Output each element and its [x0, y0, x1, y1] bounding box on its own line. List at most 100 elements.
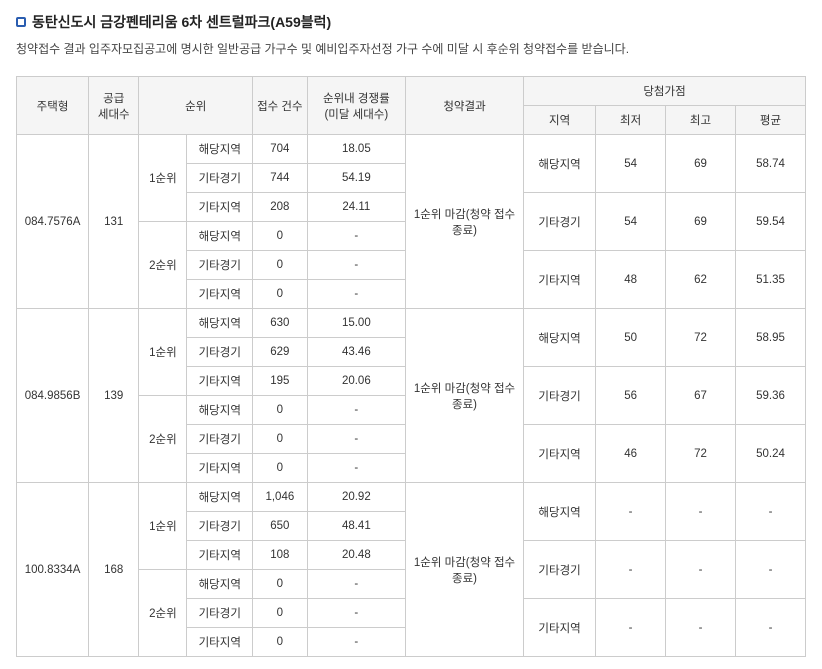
cell-score-region: 해당지역 — [524, 483, 596, 541]
cell-score-min: 48 — [596, 251, 666, 309]
cell-ratio: - — [307, 599, 405, 628]
cell-ratio: 48.41 — [307, 512, 405, 541]
cell-apps: 704 — [253, 135, 308, 164]
cell-ratio: - — [307, 396, 405, 425]
cell-region: 기타지역 — [187, 193, 253, 222]
table-body: 084.7576A1311순위해당지역70418.051순위 마감(청약 접수 … — [17, 135, 806, 657]
cell-score-min: 54 — [596, 135, 666, 193]
cell-supply: 139 — [89, 309, 139, 483]
cell-score-max: 62 — [666, 251, 736, 309]
cell-score-region: 기타경기 — [524, 193, 596, 251]
cell-region: 해당지역 — [187, 309, 253, 338]
cell-ratio: 54.19 — [307, 164, 405, 193]
cell-ratio: 20.06 — [307, 367, 405, 396]
page-subtitle: 청약접수 결과 입주자모집공고에 명시한 일반공급 가구수 및 예비입주자선정 … — [16, 40, 806, 58]
cell-region: 기타지역 — [187, 454, 253, 483]
cell-apps: 0 — [253, 628, 308, 657]
cell-apps: 744 — [253, 164, 308, 193]
cell-rank: 2순위 — [139, 570, 187, 657]
cell-type: 100.8334A — [17, 483, 89, 657]
cell-score-region: 기타경기 — [524, 541, 596, 599]
cell-region: 기타경기 — [187, 512, 253, 541]
cell-apps: 1,046 — [253, 483, 308, 512]
cell-apps: 108 — [253, 541, 308, 570]
cell-score-max: - — [666, 599, 736, 657]
th-min: 최저 — [596, 106, 666, 135]
cell-score-region: 해당지역 — [524, 135, 596, 193]
cell-rank: 1순위 — [139, 135, 187, 222]
cell-ratio: 15.00 — [307, 309, 405, 338]
cell-result: 1순위 마감(청약 접수 종료) — [406, 309, 524, 483]
cell-score-min: 46 — [596, 425, 666, 483]
cell-score-min: 50 — [596, 309, 666, 367]
cell-score-avg: 51.35 — [735, 251, 805, 309]
page-title: 동탄신도시 금강펜테리움 6차 센트럴파크(A59블럭) — [32, 12, 331, 32]
th-supply: 공급 세대수 — [89, 77, 139, 135]
cell-apps: 630 — [253, 309, 308, 338]
cell-region: 기타지역 — [187, 628, 253, 657]
cell-score-max: 67 — [666, 367, 736, 425]
cell-region: 기타경기 — [187, 599, 253, 628]
cell-apps: 629 — [253, 338, 308, 367]
th-avg: 평균 — [735, 106, 805, 135]
th-rank: 순위 — [139, 77, 253, 135]
cell-type: 084.9856B — [17, 309, 89, 483]
cell-score-min: 54 — [596, 193, 666, 251]
cell-supply: 131 — [89, 135, 139, 309]
cell-supply: 168 — [89, 483, 139, 657]
cell-score-avg: - — [735, 483, 805, 541]
cell-score-max: 72 — [666, 309, 736, 367]
cell-ratio: 18.05 — [307, 135, 405, 164]
cell-result: 1순위 마감(청약 접수 종료) — [406, 483, 524, 657]
cell-region: 기타경기 — [187, 251, 253, 280]
th-region: 지역 — [524, 106, 596, 135]
cell-ratio: 20.92 — [307, 483, 405, 512]
cell-score-min: - — [596, 599, 666, 657]
cell-apps: 0 — [253, 251, 308, 280]
cell-result: 1순위 마감(청약 접수 종료) — [406, 135, 524, 309]
cell-apps: 0 — [253, 222, 308, 251]
cell-score-region: 해당지역 — [524, 309, 596, 367]
cell-score-min: 56 — [596, 367, 666, 425]
table-row: 100.8334A1681순위해당지역1,04620.921순위 마감(청약 접… — [17, 483, 806, 512]
cell-score-avg: 50.24 — [735, 425, 805, 483]
cell-rank: 1순위 — [139, 483, 187, 570]
cell-apps: 0 — [253, 599, 308, 628]
cell-score-region: 기타지역 — [524, 425, 596, 483]
cell-ratio: - — [307, 222, 405, 251]
cell-ratio: - — [307, 570, 405, 599]
th-type: 주택형 — [17, 77, 89, 135]
th-result: 청약결과 — [406, 77, 524, 135]
results-table: 주택형 공급 세대수 순위 접수 건수 순위내 경쟁률 (미달 세대수) 청약결… — [16, 76, 806, 657]
cell-region: 해당지역 — [187, 222, 253, 251]
cell-type: 084.7576A — [17, 135, 89, 309]
cell-score-max: 72 — [666, 425, 736, 483]
cell-ratio: 24.11 — [307, 193, 405, 222]
cell-score-region: 기타지역 — [524, 599, 596, 657]
th-score: 당첨가점 — [524, 77, 806, 106]
cell-ratio: 43.46 — [307, 338, 405, 367]
table-row: 084.9856B1391순위해당지역63015.001순위 마감(청약 접수 … — [17, 309, 806, 338]
cell-region: 기타경기 — [187, 164, 253, 193]
cell-apps: 208 — [253, 193, 308, 222]
cell-region: 해당지역 — [187, 570, 253, 599]
cell-apps: 195 — [253, 367, 308, 396]
cell-ratio: - — [307, 280, 405, 309]
cell-score-max: 69 — [666, 193, 736, 251]
title-row: 동탄신도시 금강펜테리움 6차 센트럴파크(A59블럭) — [16, 12, 806, 32]
cell-apps: 0 — [253, 454, 308, 483]
cell-ratio: 20.48 — [307, 541, 405, 570]
cell-score-avg: - — [735, 541, 805, 599]
cell-ratio: - — [307, 454, 405, 483]
cell-score-max: - — [666, 483, 736, 541]
cell-score-avg: 58.74 — [735, 135, 805, 193]
cell-score-max: 69 — [666, 135, 736, 193]
bullet-icon — [16, 17, 26, 27]
th-apps: 접수 건수 — [253, 77, 308, 135]
cell-apps: 0 — [253, 396, 308, 425]
cell-region: 해당지역 — [187, 396, 253, 425]
cell-score-avg: - — [735, 599, 805, 657]
cell-region: 기타경기 — [187, 425, 253, 454]
cell-score-max: - — [666, 541, 736, 599]
cell-score-region: 기타경기 — [524, 367, 596, 425]
